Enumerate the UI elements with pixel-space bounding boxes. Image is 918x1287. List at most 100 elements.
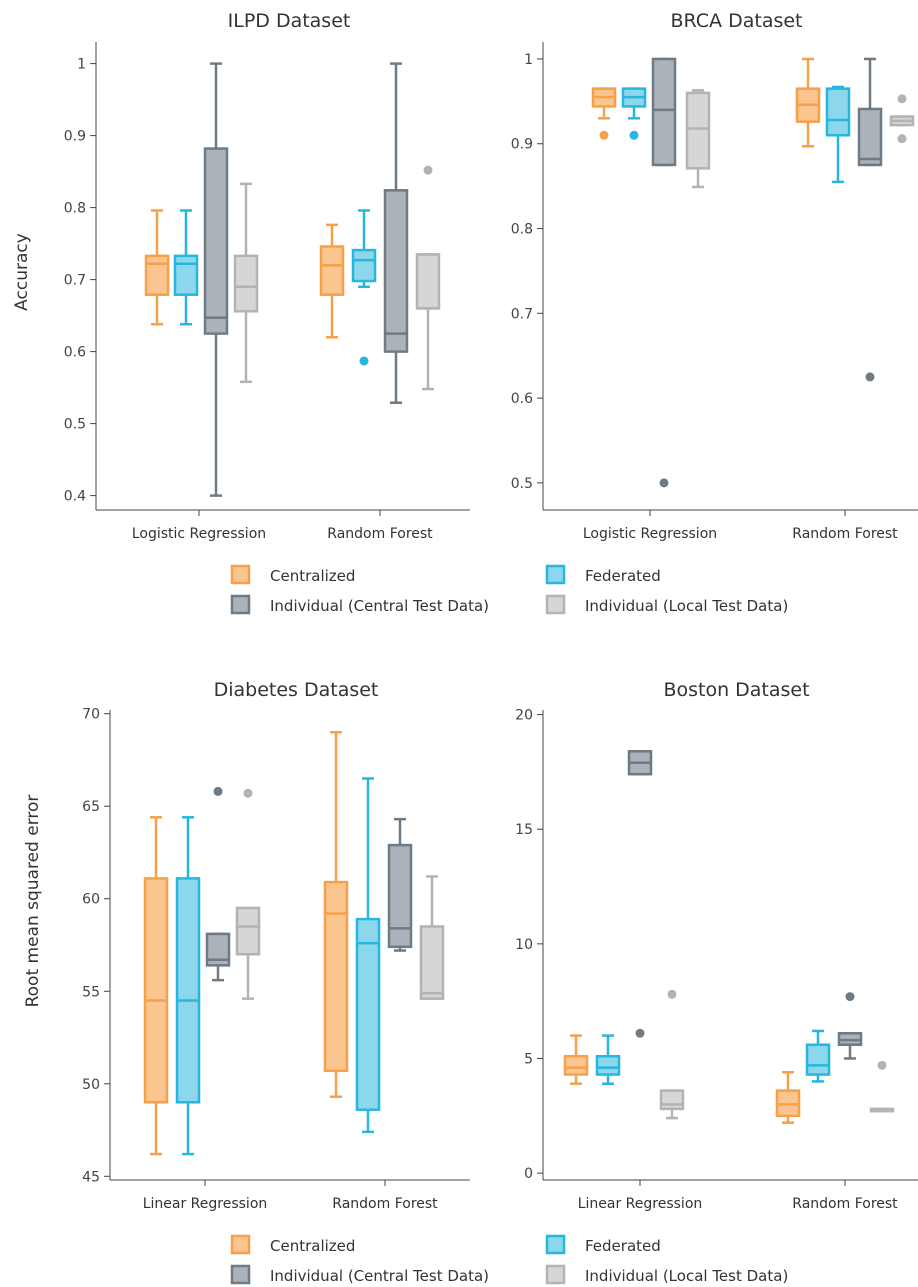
brca-dataset-ytick-label: 0.9: [511, 137, 533, 153]
iqr-box: [651, 57, 677, 167]
ilpd-dataset-individual-local-test-data-box: [415, 165, 441, 391]
ilpd-dataset-category-label: Random Forest: [327, 526, 433, 542]
boston-dataset-ytick-label: 10: [515, 937, 533, 953]
boston-dataset-category-label: Linear Regression: [578, 1196, 703, 1212]
iqr-box: [383, 189, 409, 353]
boston-dataset-ytick-label: 5: [524, 1051, 533, 1067]
brca-dataset-ytick-label: 0.7: [511, 306, 533, 322]
legend-item-federated: Federated: [545, 564, 661, 585]
brca-dataset-individual-central-test-data-box: [651, 57, 677, 488]
boston-panel: Boston Dataset 0 5 10 15 20 Linear Regression R…: [515, 679, 918, 1212]
iqr-box: [351, 248, 377, 283]
legend-label: Federated: [585, 567, 661, 585]
outlier-point: [213, 786, 223, 796]
iqr-box: [319, 245, 345, 296]
iqr-box: [203, 147, 229, 335]
outlier-point: [659, 478, 669, 488]
brca-dataset-centralized-box: [591, 87, 617, 140]
legend-item-individual-local-test-data: Individual (Local Test Data): [545, 1264, 788, 1285]
ilpd-dataset-title: ILPD Dataset: [228, 10, 351, 32]
diabetes-dataset-individual-local-test-data-box: [419, 875, 445, 1000]
brca-dataset-title: BRCA Dataset: [671, 10, 803, 32]
iqr-box: [355, 917, 381, 1111]
diabetes-dataset-ytick-label: 60: [82, 892, 100, 908]
iqr-box: [235, 906, 261, 956]
ilpd-dataset-ytick-label: 0.7: [64, 273, 86, 289]
ilpd-dataset-individual-local-test-data-box: [233, 182, 259, 384]
outlier-point: [897, 134, 907, 144]
iqr-box: [685, 91, 711, 170]
legend-swatch: [545, 1234, 566, 1255]
brca-dataset-category-label: Logistic Regression: [583, 526, 717, 542]
brca-dataset-federated-box: [825, 85, 851, 184]
boston-dataset-individual-central-test-data-box: [627, 750, 653, 1038]
ilpd-dataset-centralized-box: [319, 223, 345, 339]
boston-dataset-ytick-label: 15: [515, 822, 533, 838]
boston-dataset-individual-local-test-data-box: [659, 989, 685, 1120]
iqr-box: [143, 877, 169, 1104]
diabetes-panel: Diabetes Dataset 45 50 55 60 65 70 Linear Regre…: [82, 679, 470, 1212]
diabetes-dataset-centralized-box: [323, 730, 349, 1098]
boston-dataset-centralized-box: [563, 1034, 589, 1085]
diabetes-dataset-federated-box: [355, 777, 381, 1134]
legend-item-individual-central-test-data: Individual (Central Test Data): [230, 594, 489, 615]
outlier-point: [845, 992, 855, 1002]
brca-dataset-category-label: Random Forest: [792, 526, 898, 542]
legend-swatch: [230, 1234, 251, 1255]
brca-dataset-ytick-label: 0.6: [511, 391, 533, 407]
legend-swatch: [545, 564, 566, 585]
outlier-point: [359, 356, 369, 366]
ilpd-dataset-individual-central-test-data-box: [203, 62, 229, 497]
diabetes-dataset-ytick-label: 70: [82, 707, 100, 723]
legend-item-individual-local-test-data: Individual (Local Test Data): [545, 594, 788, 615]
outlier-point: [423, 165, 433, 175]
brca-dataset-federated-box: [621, 87, 647, 140]
brca-dataset-centralized-box: [795, 57, 821, 148]
outlier-point: [877, 1060, 887, 1070]
legend-item-centralized: Centralized: [230, 1234, 355, 1255]
legend-item-individual-central-test-data: Individual (Central Test Data): [230, 1264, 489, 1285]
brca-dataset-individual-local-test-data-box: [685, 89, 711, 189]
diabetes-dataset-individual-central-test-data-box: [205, 786, 231, 982]
legend-label: Individual (Central Test Data): [270, 597, 489, 615]
diabetes-dataset-category-label: Linear Regression: [143, 1196, 268, 1212]
ilpd-dataset-federated-box: [173, 209, 199, 326]
boston-dataset-federated-box: [805, 1029, 831, 1083]
outlier-point: [667, 989, 677, 999]
legend-swatch: [230, 1264, 251, 1285]
boston-dataset-individual-central-test-data-box: [837, 992, 863, 1060]
iqr-box: [857, 107, 883, 167]
legend-item-federated: Federated: [545, 1234, 661, 1255]
outlier-point: [243, 788, 253, 798]
diabetes-dataset-ytick-label: 50: [82, 1077, 100, 1093]
boston-dataset-ytick-label: 20: [515, 708, 533, 724]
ilpd-dataset-ytick-label: 0.6: [64, 345, 86, 361]
boston-dataset-federated-box: [595, 1034, 621, 1085]
iqr-box: [563, 1054, 589, 1076]
outlier-point: [629, 130, 639, 140]
boston-dataset-individual-local-test-data-box: [869, 1060, 895, 1113]
diabetes-dataset-ytick-label: 65: [82, 799, 100, 815]
boston-dataset-category-label: Random Forest: [792, 1196, 898, 1212]
legend-swatch: [545, 1264, 566, 1285]
ilpd-dataset-ytick-label: 0.8: [64, 201, 86, 217]
legend-swatch: [545, 594, 566, 615]
iqr-box: [323, 880, 349, 1073]
boston-dataset-centralized-box: [775, 1070, 801, 1124]
boston-dataset-title: Boston Dataset: [663, 679, 809, 701]
legend-swatch: [230, 564, 251, 585]
diabetes-dataset-ytick-label: 45: [82, 1169, 100, 1185]
iqr-box: [825, 87, 851, 137]
iqr-box: [805, 1043, 831, 1076]
iqr-box: [205, 932, 231, 967]
boston-dataset-ytick-label: 0: [524, 1166, 533, 1182]
legend-label: Individual (Central Test Data): [270, 1267, 489, 1285]
iqr-box: [415, 253, 441, 310]
ilpd-dataset-ytick-label: 0.4: [64, 489, 86, 505]
legend-label: Federated: [585, 1237, 661, 1255]
brca-dataset-ytick-label: 0.8: [511, 222, 533, 238]
legend-label: Individual (Local Test Data): [585, 597, 788, 615]
diabetes-dataset-federated-box: [175, 816, 201, 1156]
iqr-box: [233, 254, 259, 313]
